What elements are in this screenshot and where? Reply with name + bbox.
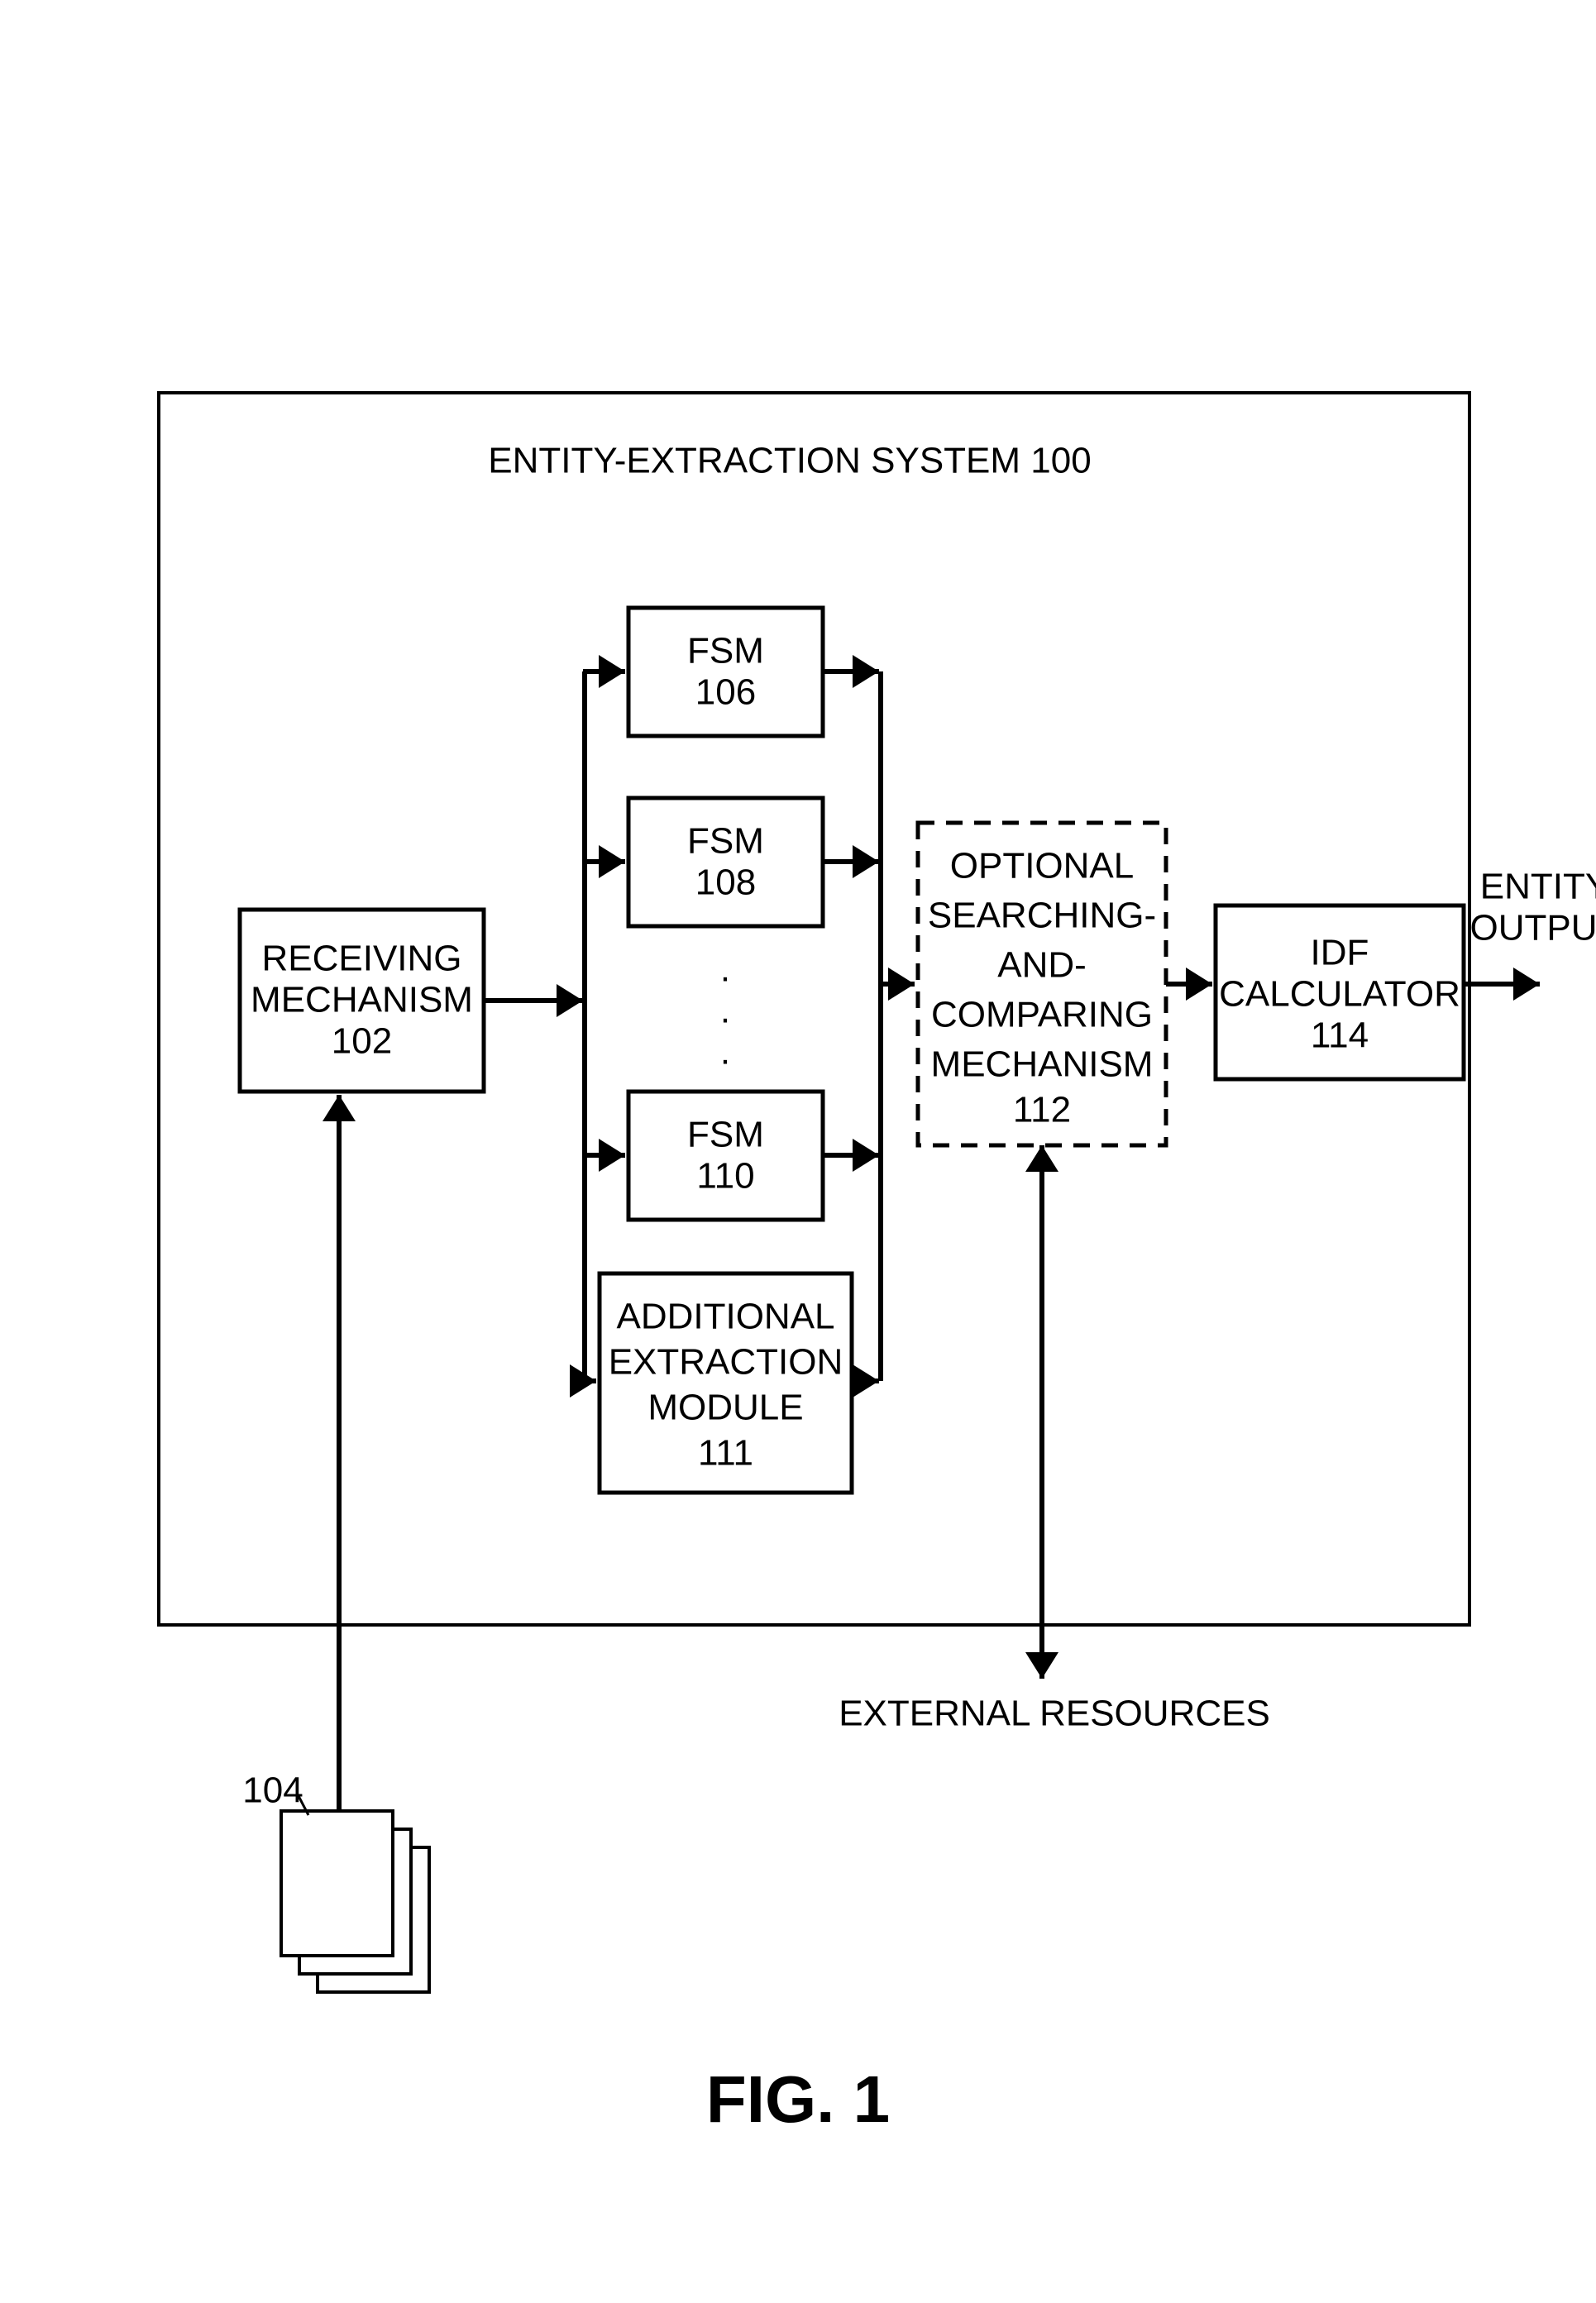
ellipsis-1: . <box>720 949 730 990</box>
system-title: ENTITY-EXTRACTION SYSTEM 100 <box>488 441 1091 481</box>
opt-l3: AND- <box>997 945 1087 986</box>
arrowhead <box>853 845 879 878</box>
opt-l4: COMPARING <box>931 995 1153 1035</box>
receiving-l3: 102 <box>332 1021 392 1062</box>
opt-l6: 112 <box>1013 1090 1071 1130</box>
idf-l1: IDF <box>1311 933 1369 973</box>
fsm1-l2: 106 <box>695 672 756 713</box>
ellipsis-3: . <box>720 1032 730 1073</box>
opt-l1: OPTIONAL <box>950 846 1135 886</box>
addl-l3: MODULE <box>647 1388 803 1428</box>
fsm3-l1: FSM <box>687 1115 764 1155</box>
document-stack-page <box>281 1811 393 1956</box>
arrowhead <box>1186 968 1212 1001</box>
figure-label: FIG. 1 <box>706 2062 890 2136</box>
arrowhead <box>1025 1145 1058 1172</box>
fsm3-l2: 110 <box>696 1156 754 1197</box>
arrowhead <box>599 1139 625 1172</box>
fsm2-l1: FSM <box>687 821 764 862</box>
fsm2-l2: 108 <box>695 862 756 903</box>
entity-output-l2: OUTPUT <box>1470 908 1596 948</box>
fsm1-l1: FSM <box>687 631 764 671</box>
arrowhead <box>557 984 583 1017</box>
idf-l3: 114 <box>1311 1015 1369 1056</box>
addl-l4: 111 <box>698 1433 753 1474</box>
arrowhead <box>1025 1652 1058 1679</box>
arrowhead <box>853 1139 879 1172</box>
external-resources-label: EXTERNAL RESOURCES <box>839 1694 1270 1734</box>
addl-l1: ADDITIONAL <box>616 1297 834 1337</box>
arrowhead <box>853 1364 879 1398</box>
ellipsis-2: . <box>720 991 730 1031</box>
receiving-l2: MECHANISM <box>251 980 473 1020</box>
diagram-canvas: ENTITY-EXTRACTION SYSTEM 100 104 RECEIVING… <box>0 0 1596 2303</box>
arrowhead <box>599 655 625 688</box>
opt-l2: SEARCHING- <box>928 896 1156 936</box>
entity-output-l1: ENTITY <box>1480 867 1596 907</box>
arrowhead <box>888 968 915 1001</box>
receiving-l1: RECEIVING <box>261 939 461 979</box>
idf-l2: CALCULATOR <box>1219 974 1460 1015</box>
doc-ref-label: 104 <box>242 1770 303 1811</box>
arrowhead <box>1513 968 1540 1001</box>
arrowhead <box>599 845 625 878</box>
addl-l2: EXTRACTION <box>609 1342 843 1383</box>
opt-l5: MECHANISM <box>931 1044 1154 1085</box>
arrowhead <box>853 655 879 688</box>
arrowhead <box>323 1095 356 1121</box>
